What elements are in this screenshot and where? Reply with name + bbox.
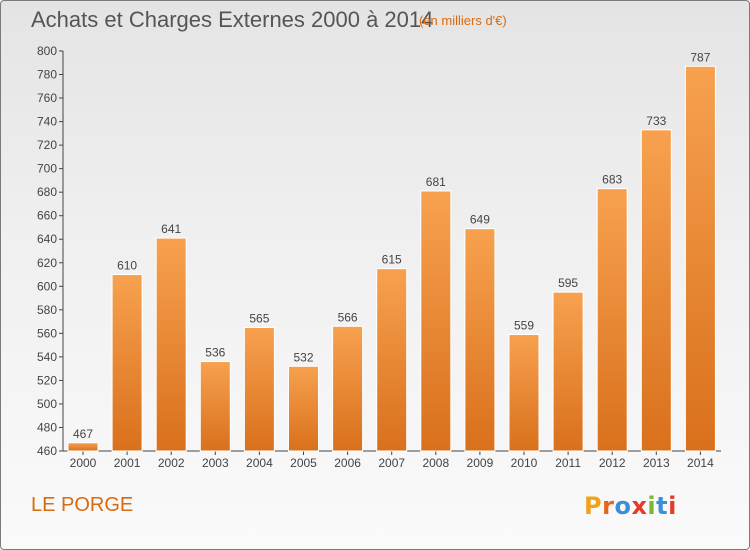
bar-2012 xyxy=(596,188,628,452)
y-tick-label: 580 xyxy=(37,303,57,317)
bar-2006 xyxy=(332,325,364,452)
logo-letter: i xyxy=(647,492,657,520)
bar-2005 xyxy=(288,365,319,452)
value-label-2008: 681 xyxy=(426,175,446,189)
x-tick-label-2002: 2002 xyxy=(158,456,185,470)
bar-2009 xyxy=(464,228,496,452)
value-label-2010: 559 xyxy=(514,319,534,333)
axes: 460 480 500 520 540 560 580 600 620 640 660 680 700 7… xyxy=(37,44,721,470)
bar-2001 xyxy=(111,274,143,452)
logo-letter: r xyxy=(602,492,615,520)
bar-2002 xyxy=(155,237,187,452)
bar-2003 xyxy=(199,361,231,452)
y-tick-label: 560 xyxy=(37,326,57,340)
bars xyxy=(67,65,716,452)
value-label-2013: 733 xyxy=(646,114,666,128)
x-tick-label-2007: 2007 xyxy=(378,456,405,470)
y-tick-label: 620 xyxy=(37,256,57,270)
value-label-2004: 565 xyxy=(249,311,269,325)
bar-2008 xyxy=(420,190,452,452)
bar-2011 xyxy=(552,291,584,452)
x-tick-label-2004: 2004 xyxy=(246,456,273,470)
value-label-2014: 787 xyxy=(690,50,710,64)
y-tick-label: 540 xyxy=(37,350,57,364)
value-label-2005: 532 xyxy=(293,350,313,364)
x-tick-label-2003: 2003 xyxy=(202,456,229,470)
y-tick-label: 600 xyxy=(37,279,57,293)
y-tick-label: 460 xyxy=(37,444,57,458)
chart-unit: (en milliers d'€) xyxy=(419,13,507,28)
value-label-2001: 610 xyxy=(117,259,137,273)
x-tick-label-2010: 2010 xyxy=(511,456,538,470)
value-label-2006: 566 xyxy=(338,310,358,324)
logo-letter: i xyxy=(668,492,677,520)
bar-2004 xyxy=(243,326,275,452)
x-tick-label-2006: 2006 xyxy=(334,456,361,470)
bar-2013 xyxy=(640,129,672,452)
y-tick-label: 480 xyxy=(37,420,57,434)
y-tick-label: 500 xyxy=(37,397,57,411)
commune-name: LE PORGE xyxy=(31,494,134,516)
x-tick-label-2012: 2012 xyxy=(599,456,626,470)
bar-2000 xyxy=(67,442,99,452)
x-tick-label-2008: 2008 xyxy=(422,456,449,470)
y-tick-label: 740 xyxy=(37,115,57,129)
chart-title: Achats et Charges Externes 2000 à 2014 xyxy=(31,7,434,32)
y-tick-label: 760 xyxy=(37,91,57,105)
x-tick-label-2011: 2011 xyxy=(555,456,581,470)
y-tick-label: 660 xyxy=(37,209,57,223)
y-tick-label: 680 xyxy=(37,185,57,199)
y-tick-label: 640 xyxy=(37,232,57,246)
x-tick-label-2013: 2013 xyxy=(643,456,670,470)
bar-2007 xyxy=(376,268,408,452)
bar-2010 xyxy=(508,334,540,452)
y-tick-label: 700 xyxy=(37,162,57,176)
logo-letter: x xyxy=(631,492,648,520)
x-tick-label-2014: 2014 xyxy=(687,456,714,470)
logo-letter: P xyxy=(584,492,603,520)
value-label-2003: 536 xyxy=(205,346,225,360)
value-label-2012: 683 xyxy=(602,173,622,187)
value-label-2000: 467 xyxy=(73,427,93,441)
logo-letter: o xyxy=(614,492,632,520)
value-labels: 467 610 641 536 565 532 566 615 681 649 559 595 683 7… xyxy=(73,50,711,440)
value-label-2007: 615 xyxy=(382,253,402,267)
value-label-2011: 595 xyxy=(558,276,578,290)
y-tick-label: 780 xyxy=(37,68,57,82)
x-tick-label-2009: 2009 xyxy=(467,456,494,470)
x-tick-label-2000: 2000 xyxy=(70,456,97,470)
x-tick-label-2005: 2005 xyxy=(290,456,317,470)
bar-2014 xyxy=(684,65,716,452)
value-label-2009: 649 xyxy=(470,213,490,227)
value-label-2002: 641 xyxy=(161,222,181,236)
y-tick-label: 520 xyxy=(37,373,57,387)
y-tick-label: 720 xyxy=(37,138,57,152)
y-tick-label: 800 xyxy=(37,44,57,58)
proxiti-logo: Proxiti xyxy=(584,492,677,520)
logo-letter: t xyxy=(656,492,669,520)
x-tick-label-2001: 2001 xyxy=(114,456,141,470)
